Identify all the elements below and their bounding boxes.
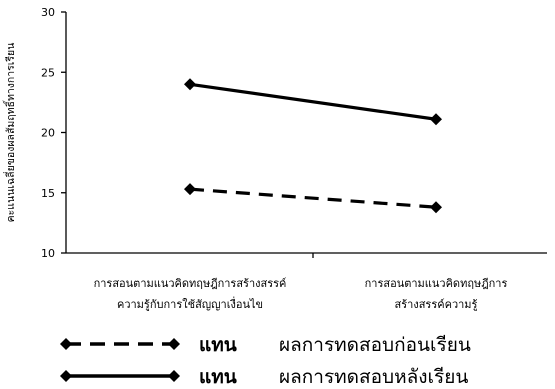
x-axis-categories: การสอนตามแนวคิดทฤษฎีการสร้างสรรค์ความรู้… xyxy=(94,277,508,311)
series-line xyxy=(189,187,437,209)
legend-series-label: ผลการทดสอบหลังเรียน xyxy=(279,366,468,388)
y-tick-label: 25 xyxy=(41,66,55,79)
y-tick-label: 30 xyxy=(41,6,55,19)
series-line xyxy=(189,82,437,121)
data-point-marker xyxy=(184,78,196,91)
legend-marker xyxy=(60,338,72,350)
data-point-marker xyxy=(430,201,442,214)
x-category-label: การสอนตามแนวคิดทฤษฎีการ xyxy=(365,277,508,290)
y-axis-label: คะแนนเฉลี่ยของผลสัมฤทธิ์ทางการเรียน xyxy=(2,43,17,223)
x-category-label: สร้างสรรค์ความรู้ xyxy=(395,298,478,311)
series-pretest xyxy=(184,183,442,214)
series-layer xyxy=(184,78,442,214)
legend-item: แทน ผลการทดสอบก่อนเรียน xyxy=(60,334,471,356)
legend-marker xyxy=(168,370,180,382)
legend-marker xyxy=(60,370,72,382)
legend-series-label: ผลการทดสอบก่อนเรียน xyxy=(279,334,471,356)
legend-item: แทน ผลการทดสอบหลังเรียน xyxy=(60,366,468,388)
chart-axes xyxy=(65,12,547,258)
legend-marker xyxy=(168,338,180,350)
series-posttest xyxy=(184,78,442,126)
y-axis-ticks: 10 15 20 25 30 xyxy=(41,6,66,260)
legend-word: แทน xyxy=(199,334,237,356)
y-tick-label: 20 xyxy=(41,127,55,140)
data-point-marker xyxy=(430,113,442,126)
x-category-label: การสอนตามแนวคิดทฤษฎีการสร้างสรรค์ xyxy=(94,277,287,290)
y-tick-label: 10 xyxy=(41,247,55,260)
y-tick-label: 15 xyxy=(41,187,55,200)
data-point-marker xyxy=(184,183,196,196)
legend-word: แทน xyxy=(199,366,237,388)
x-category-label: ความรู้กับการใช้สัญญาเงื่อนไข xyxy=(117,296,263,311)
